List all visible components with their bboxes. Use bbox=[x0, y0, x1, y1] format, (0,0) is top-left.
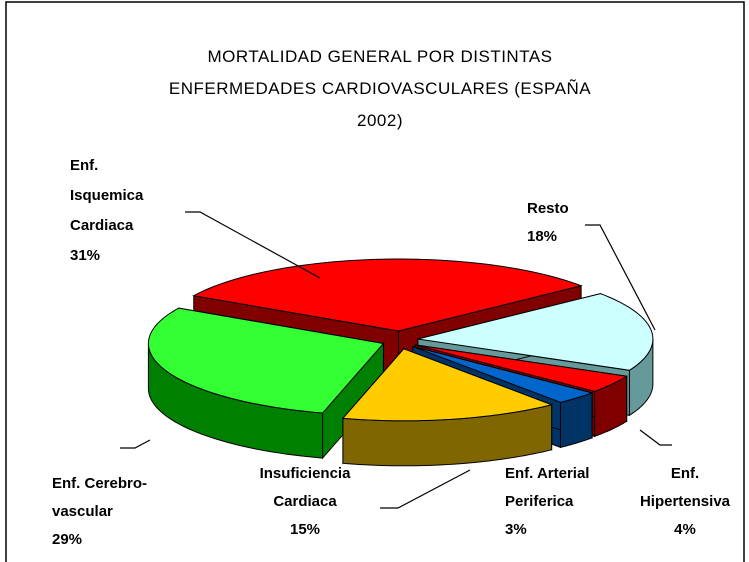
slice-top bbox=[192, 258, 583, 332]
leader-line bbox=[585, 224, 656, 331]
chart-border bbox=[5, 1, 745, 562]
slice-label: Enf. bbox=[70, 157, 98, 174]
slice-label: Isquemica bbox=[70, 187, 144, 204]
slice-label: Resto bbox=[527, 200, 569, 217]
leader-line bbox=[639, 429, 672, 446]
slice-label: vascular bbox=[52, 503, 113, 520]
value-label: 15% bbox=[290, 521, 320, 538]
chart-title: 2002) bbox=[357, 111, 403, 130]
slice-top bbox=[341, 348, 554, 422]
chart-title: ENFERMEDADES CARDIOVASCULARES (ESPAÑA bbox=[169, 79, 591, 98]
chart-title: MORTALIDAD GENERAL POR DISTINTAS bbox=[207, 47, 552, 66]
slice-label: Cardiaca bbox=[70, 217, 134, 234]
value-label: 4% bbox=[674, 521, 696, 538]
pie bbox=[147, 258, 654, 467]
slice-label: Enf. Cerebro- bbox=[52, 475, 147, 492]
value-label: 18% bbox=[527, 228, 557, 245]
value-label: 29% bbox=[52, 531, 82, 548]
leader-line bbox=[185, 211, 321, 279]
slice-label: Periferica bbox=[505, 493, 574, 510]
pie-slice bbox=[147, 307, 385, 460]
slice-label: Insuficiencia bbox=[260, 465, 352, 482]
value-label: 3% bbox=[505, 521, 527, 538]
slice-label: Hipertensiva bbox=[640, 493, 731, 510]
labels: Enf. Isquemica Cardiaca 31% Enf. Cerebro-vas… bbox=[52, 157, 731, 548]
slice-label: Cardiaca bbox=[273, 493, 337, 510]
slice-top bbox=[414, 344, 629, 392]
slice-label: Enf. Arterial bbox=[505, 465, 589, 482]
value-label: 31% bbox=[70, 247, 100, 264]
slice-top bbox=[412, 345, 594, 403]
leader-line bbox=[120, 439, 151, 449]
pie-slice bbox=[341, 347, 554, 467]
leader-line bbox=[380, 469, 471, 509]
slice-label: Enf. bbox=[671, 465, 699, 482]
slice-top bbox=[147, 307, 385, 414]
slice-top bbox=[417, 293, 654, 371]
